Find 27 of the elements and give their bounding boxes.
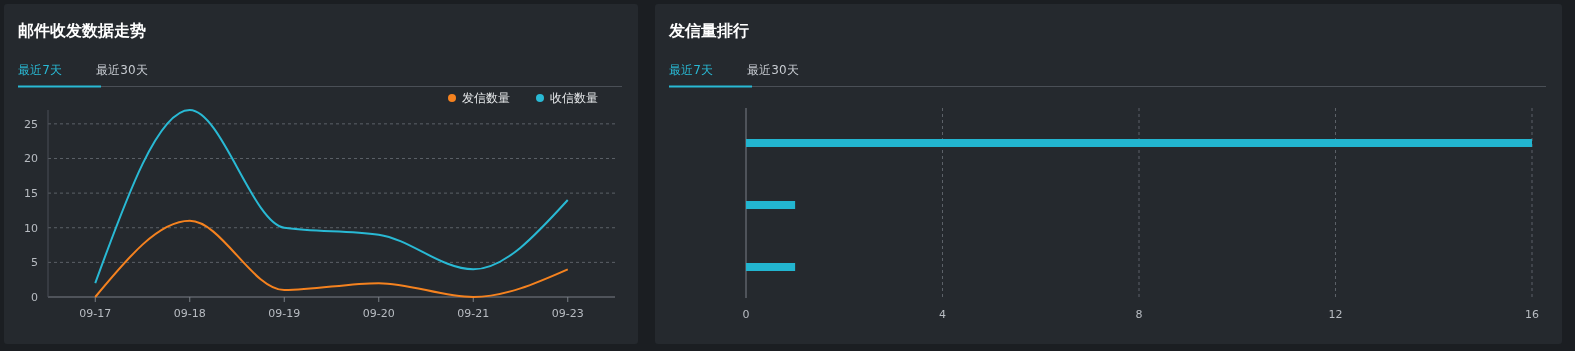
x-tick-label: 09-23 xyxy=(551,307,584,320)
y-tick-label: 10 xyxy=(24,221,38,235)
x-tick-label: 4 xyxy=(939,308,946,321)
x-tick-label: 09-19 xyxy=(268,307,301,320)
line-series xyxy=(94,109,569,285)
text: 最近7天 xyxy=(669,63,713,77)
x-tick-label: 09-20 xyxy=(362,307,395,320)
chart-title: 发信量排行 xyxy=(668,21,749,40)
text: 最近7天 xyxy=(18,63,62,77)
text: 最近30天 xyxy=(96,63,148,77)
y-tick-label: 20 xyxy=(24,152,38,166)
y-tick-label: 5 xyxy=(31,256,38,270)
legend-label: 发信数量 xyxy=(462,91,510,105)
x-tick-label: 0 xyxy=(742,308,750,321)
y-tick-label: 0 xyxy=(31,291,38,304)
x-tick-label: 12 xyxy=(1328,308,1343,321)
line-series xyxy=(94,219,569,298)
x-tick-label: 16 xyxy=(1525,308,1539,321)
x-tick-label: 8 xyxy=(1135,308,1143,321)
x-tick-label: 09-18 xyxy=(173,307,206,320)
x-tick-label: 09-21 xyxy=(457,307,490,320)
x-tick-label: 09-17 xyxy=(79,307,112,320)
chart-title: 邮件收发数据走势 xyxy=(18,21,146,40)
legend-label: 收信数量 xyxy=(550,91,598,105)
text: 最近30天 xyxy=(747,63,799,77)
y-tick-label: 25 xyxy=(24,117,38,131)
y-tick-label: 15 xyxy=(24,187,38,201)
